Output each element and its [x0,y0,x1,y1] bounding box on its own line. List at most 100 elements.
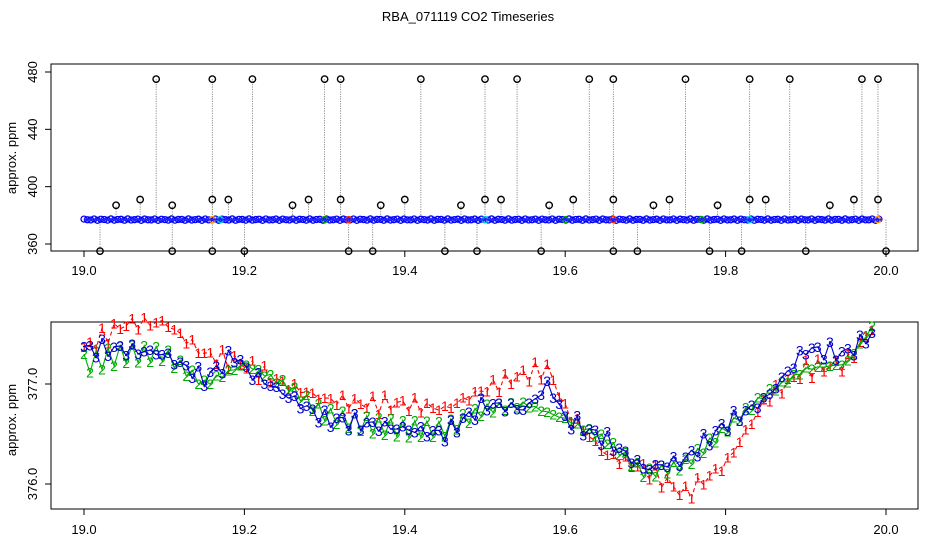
series-marker-2: 2 [543,404,551,420]
series-marker-3: 3 [351,405,359,421]
series-marker-2: 2 [309,403,317,419]
series-marker-1: 1 [754,404,762,420]
series-marker-2: 2 [255,362,263,378]
series-marker-3: 3 [146,342,154,358]
series-marker-3: 3 [249,372,257,388]
series-marker-3: 3 [573,407,581,423]
series-marker-3: 3 [790,360,798,376]
series-marker-1: 1 [291,376,299,392]
series-marker-3: 3 [784,363,792,379]
series-marker-1: 1 [188,332,196,348]
series-marker-3: 3 [200,378,208,394]
series-marker-2: 2 [104,340,112,356]
series-marker-3: 3 [110,339,118,355]
series-marker-3: 3 [736,413,744,429]
bottom-y-tick-label: 377.0 [25,368,40,401]
series-marker-3: 3 [652,457,660,473]
series-marker-2: 2 [471,400,479,416]
series-marker-1: 1 [664,470,672,486]
series-marker-3: 3 [718,416,726,432]
series-marker-3: 3 [218,365,226,381]
series-marker-1: 1 [772,377,780,393]
series-marker-1: 1 [212,356,220,372]
series-marker-3: 3 [176,354,184,370]
spike-marker [208,247,217,256]
series-marker-3: 3 [309,401,317,417]
series-marker-1: 1 [236,357,244,373]
series-marker-1: 1 [489,372,497,388]
series-marker-3: 3 [224,343,232,359]
series-marker-1: 1 [760,392,768,408]
series-marker-2: 2 [603,436,611,452]
series-marker-2: 2 [194,376,202,392]
spike-marker [208,75,217,84]
series-marker-1: 1 [748,416,756,432]
series-marker-3: 3 [261,376,269,392]
series-marker-2: 2 [832,357,840,373]
series-marker-3: 3 [459,410,467,426]
series-marker-2: 2 [501,402,509,418]
spike-marker [513,75,521,84]
series-marker-2: 2 [393,429,401,445]
series-marker-3: 3 [567,422,575,438]
top-y-tick-label: 400 [25,176,40,198]
series-marker-2: 2 [224,362,232,378]
series-marker-1: 1 [441,398,449,414]
series-marker-2: 2 [670,454,678,470]
top-x-tick-label: 19.4 [392,263,417,278]
series-marker-3: 3 [152,347,160,363]
series-marker-1: 1 [218,341,226,357]
bottom-x-tick-label: 19.8 [713,522,738,537]
series-marker-2: 2 [790,367,798,383]
spike-marker [705,247,714,256]
series-marker-1: 1 [784,371,792,387]
series-marker-1: 1 [140,310,148,326]
series-marker-2: 2 [405,429,413,445]
series-marker-2: 2 [321,413,329,429]
series-marker-3: 3 [291,388,299,404]
top-plot-frame [50,63,919,252]
series-marker-1: 1 [327,390,335,406]
spike-marker [585,75,594,84]
series-marker-1: 1 [164,319,172,335]
series-marker-3: 3 [182,357,190,373]
series-marker-1: 1 [808,370,816,386]
series-marker-2: 2 [170,360,178,376]
series-marker-1: 1 [627,459,635,475]
series-marker-3: 3 [339,409,347,425]
series-marker-3: 3 [549,390,557,406]
spike-marker [609,75,618,84]
top-y-tick-label: 440 [25,118,40,140]
series-marker-3: 3 [706,437,714,453]
series-marker-3: 3 [814,339,822,355]
series-marker-2: 2 [712,435,720,451]
spike-marker [481,195,489,204]
series-marker-1: 1 [615,456,623,472]
series-marker-1: 1 [321,390,329,406]
series-marker-2: 2 [176,352,184,368]
series-marker-3: 3 [664,459,672,475]
spike-marker [545,201,554,210]
series-marker-2: 2 [140,338,148,354]
series-marker-2: 2 [531,398,539,414]
series-marker-2: 2 [814,359,822,375]
series-marker-3: 3 [104,348,112,364]
series-marker-3: 3 [609,443,617,459]
bottom-y-axis-label: approx. ppm [4,384,19,456]
series-marker-2: 2 [754,390,762,406]
series-marker-1: 1 [206,344,214,360]
series-marker-3: 3 [633,451,641,467]
series-marker-2: 2 [110,358,118,374]
series-marker-3: 3 [579,427,587,443]
series-marker-2: 2 [303,387,311,403]
series-marker-2: 2 [230,362,238,378]
spike-marker [344,247,353,256]
series-marker-2: 2 [820,359,828,375]
top-x-tick-label: 19.8 [713,263,738,278]
series-marker-1: 1 [255,372,263,388]
series-marker-3: 3 [862,336,870,352]
series-marker-3: 3 [621,443,629,459]
series-marker-2: 2 [513,400,521,416]
series-marker-1: 1 [724,449,732,465]
series-marker-3: 3 [333,410,341,426]
